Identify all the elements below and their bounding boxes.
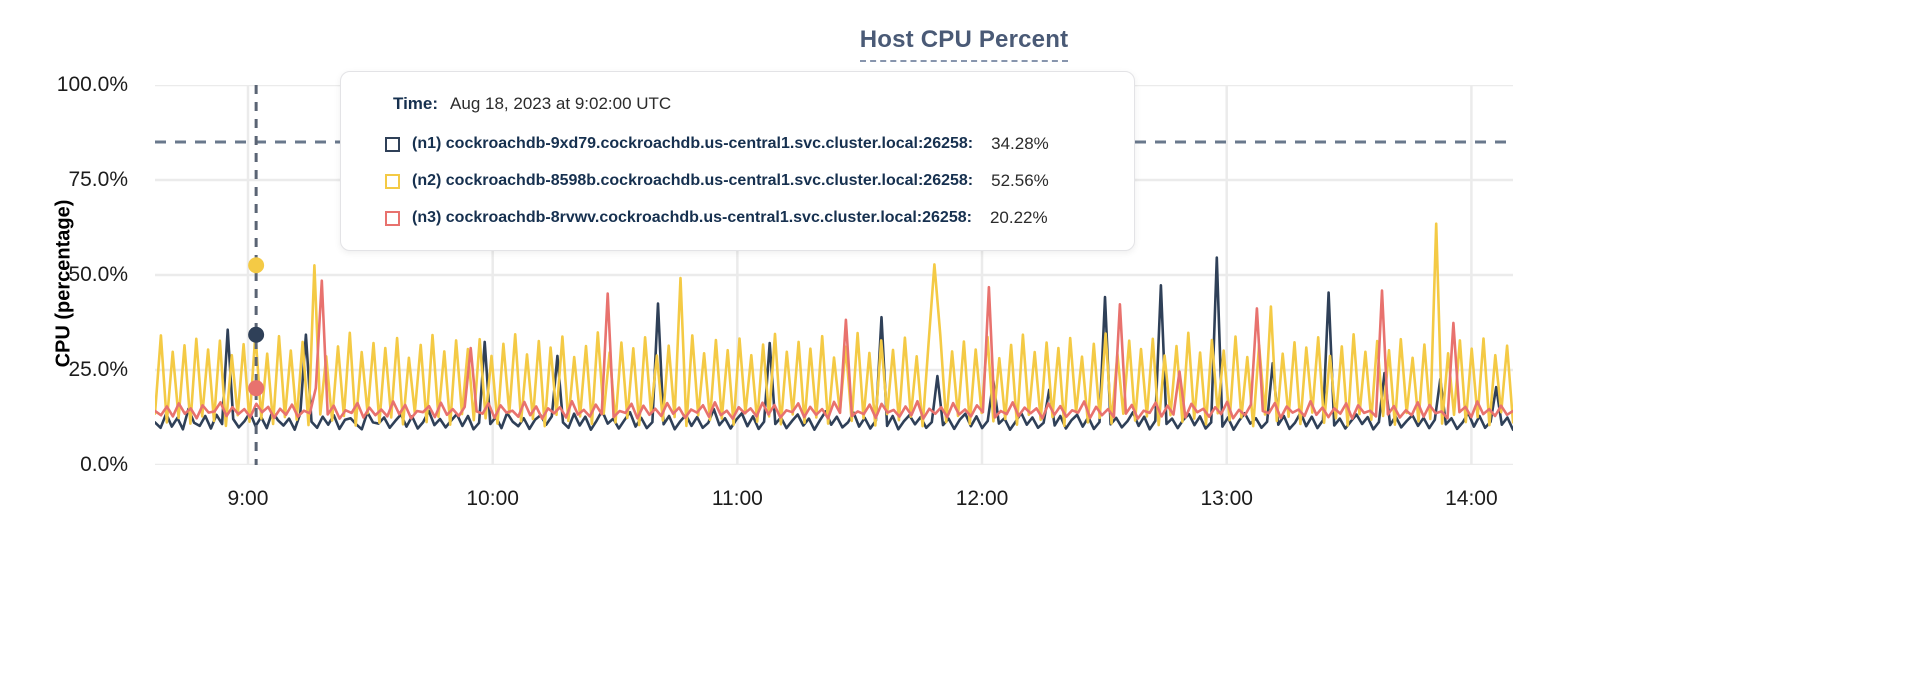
chart-title-text: Host CPU Percent <box>859 26 1069 62</box>
chart-title: Host CPU Percent <box>0 26 1928 62</box>
tooltip-series-value: 52.56% <box>991 171 1049 190</box>
hover-tooltip: Time: Aug 18, 2023 at 9:02:00 UTC (n1) c… <box>340 71 1135 251</box>
legend-swatch-icon <box>385 136 400 152</box>
x-axis-tick-label: 10:00 <box>466 487 519 510</box>
tooltip-series-rows: (n1) cockroachdb-9xd79.cockroachdb.us-ce… <box>385 134 1108 228</box>
tooltip-series-name: (n1) cockroachdb-9xd79.cockroachdb.us-ce… <box>412 135 974 152</box>
series-line-n3 <box>155 279 1513 420</box>
x-axis-tick-label: 13:00 <box>1200 487 1253 510</box>
tooltip-series-value: 20.22% <box>989 208 1048 227</box>
tooltip-series-value: 34.28% <box>991 134 1049 153</box>
tooltip-time-value: Aug 18, 2023 at 9:02:00 UTC <box>450 94 672 113</box>
tooltip-row: (n2) cockroachdb-8598b.cockroachdb.us-ce… <box>385 171 1108 191</box>
legend-swatch-icon <box>385 210 400 226</box>
y-axis-tick-label: 0.0% <box>80 453 128 476</box>
y-axis-tick-label: 75.0% <box>68 168 128 191</box>
tooltip-row: (n3) cockroachdb-8rvwv.cockroachdb.us-ce… <box>385 208 1108 228</box>
legend-swatch-icon <box>385 173 400 189</box>
tooltip-time-row: Time: Aug 18, 2023 at 9:02:00 UTC <box>385 94 1108 114</box>
x-axis-tick-label: 14:00 <box>1445 487 1498 510</box>
x-axis-tick-label: 11:00 <box>711 487 763 510</box>
x-axis-tick-label: 9:00 <box>227 487 269 510</box>
highlight-marker-n1[interactable] <box>248 326 265 343</box>
y-axis-tick-label: 25.0% <box>68 358 128 381</box>
tooltip-time-label: Time: <box>393 94 439 113</box>
y-axis-tick-label: 100.0% <box>56 73 128 96</box>
highlight-marker-n3[interactable] <box>248 380 265 397</box>
tooltip-series-name: (n2) cockroachdb-8598b.cockroachdb.us-ce… <box>412 172 974 189</box>
tooltip-row: (n1) cockroachdb-9xd79.cockroachdb.us-ce… <box>385 134 1108 154</box>
series-line-n2 <box>155 222 1513 428</box>
x-axis-tick-label: 12:00 <box>955 487 1009 510</box>
highlight-marker-n2[interactable] <box>248 257 265 274</box>
y-axis-tick-label: 50.0% <box>68 263 128 286</box>
series-line-n1 <box>155 256 1513 432</box>
tooltip-series-name: (n3) cockroachdb-8rvwv.cockroachdb.us-ce… <box>412 209 972 226</box>
